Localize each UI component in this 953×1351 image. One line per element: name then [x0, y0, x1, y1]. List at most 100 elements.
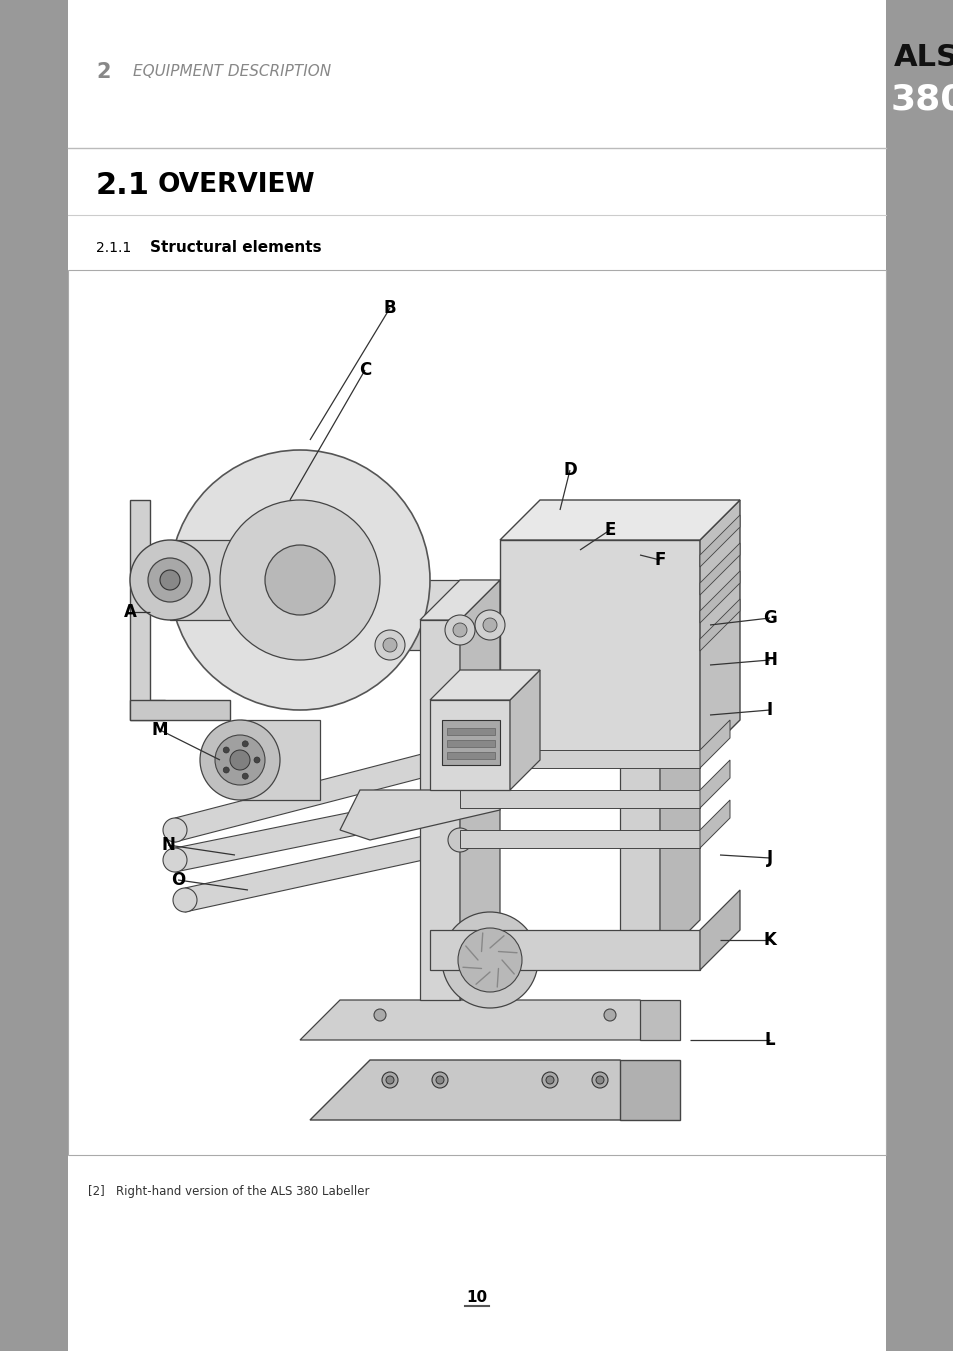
- Text: Structural elements: Structural elements: [150, 240, 321, 255]
- Circle shape: [453, 623, 467, 638]
- Polygon shape: [700, 571, 740, 623]
- Polygon shape: [459, 580, 499, 1000]
- Text: D: D: [562, 461, 577, 480]
- Text: 10: 10: [466, 1290, 487, 1305]
- Circle shape: [436, 1075, 443, 1084]
- Circle shape: [214, 735, 265, 785]
- Polygon shape: [700, 515, 740, 567]
- Polygon shape: [419, 580, 499, 620]
- Polygon shape: [130, 500, 165, 720]
- Polygon shape: [700, 761, 729, 808]
- Polygon shape: [240, 720, 319, 800]
- Circle shape: [603, 1009, 616, 1021]
- Polygon shape: [700, 800, 729, 848]
- Polygon shape: [430, 929, 700, 970]
- Circle shape: [432, 1071, 448, 1088]
- Circle shape: [170, 450, 430, 711]
- Text: J: J: [766, 848, 772, 867]
- Text: G: G: [762, 609, 776, 627]
- Circle shape: [596, 1075, 603, 1084]
- Bar: [885, 0, 953, 1351]
- Polygon shape: [240, 620, 499, 650]
- Polygon shape: [240, 580, 499, 620]
- Polygon shape: [700, 500, 740, 761]
- Circle shape: [386, 1075, 394, 1084]
- Text: C: C: [358, 361, 371, 380]
- Polygon shape: [430, 700, 510, 790]
- Polygon shape: [700, 543, 740, 594]
- Text: F: F: [654, 551, 665, 569]
- Text: 2.1.1: 2.1.1: [96, 240, 132, 255]
- Circle shape: [200, 720, 280, 800]
- Circle shape: [230, 750, 250, 770]
- Text: I: I: [766, 701, 772, 719]
- Text: A: A: [124, 603, 136, 621]
- Polygon shape: [430, 670, 539, 700]
- Circle shape: [265, 544, 335, 615]
- Polygon shape: [459, 790, 700, 808]
- Circle shape: [160, 570, 180, 590]
- Polygon shape: [619, 620, 659, 961]
- Polygon shape: [174, 748, 444, 842]
- Circle shape: [375, 630, 405, 661]
- Polygon shape: [639, 1000, 679, 1040]
- Polygon shape: [700, 598, 740, 651]
- Text: E: E: [603, 521, 615, 539]
- Circle shape: [381, 1071, 397, 1088]
- Circle shape: [148, 558, 192, 603]
- Polygon shape: [310, 1061, 679, 1120]
- Circle shape: [220, 500, 379, 661]
- Circle shape: [172, 888, 196, 912]
- Bar: [885, 0, 953, 149]
- Circle shape: [592, 1071, 607, 1088]
- Text: L: L: [764, 1031, 775, 1048]
- Circle shape: [433, 748, 456, 771]
- Polygon shape: [299, 1000, 679, 1040]
- Text: 380: 380: [890, 82, 953, 118]
- Circle shape: [163, 817, 187, 842]
- Text: O: O: [171, 871, 185, 889]
- Polygon shape: [339, 790, 499, 840]
- Circle shape: [163, 848, 187, 871]
- Bar: [68, 270, 885, 1155]
- Circle shape: [457, 928, 521, 992]
- Circle shape: [374, 1009, 386, 1021]
- Text: K: K: [762, 931, 776, 948]
- Circle shape: [253, 757, 260, 763]
- Text: H: H: [762, 651, 776, 669]
- Circle shape: [242, 740, 248, 747]
- Bar: [447, 740, 495, 747]
- Polygon shape: [700, 720, 729, 767]
- Circle shape: [444, 615, 475, 644]
- Polygon shape: [619, 1061, 679, 1120]
- Circle shape: [448, 828, 472, 852]
- Polygon shape: [459, 750, 700, 767]
- Polygon shape: [170, 540, 230, 620]
- Bar: [0, 0, 68, 149]
- Bar: [447, 753, 495, 759]
- Polygon shape: [510, 670, 539, 790]
- Text: ALS: ALS: [893, 43, 953, 73]
- Text: 2: 2: [96, 62, 111, 82]
- Circle shape: [242, 773, 248, 780]
- Text: B: B: [383, 299, 395, 317]
- Bar: [0, 0, 68, 1351]
- Polygon shape: [459, 830, 700, 848]
- Text: N: N: [161, 836, 174, 854]
- Polygon shape: [174, 788, 470, 871]
- Bar: [447, 728, 495, 735]
- Polygon shape: [659, 580, 700, 961]
- Polygon shape: [499, 500, 740, 540]
- Polygon shape: [419, 620, 459, 1000]
- Text: 2.1: 2.1: [96, 170, 150, 200]
- Polygon shape: [185, 828, 459, 912]
- Circle shape: [223, 767, 229, 773]
- Polygon shape: [700, 890, 740, 970]
- Text: M: M: [152, 721, 168, 739]
- Polygon shape: [130, 700, 230, 720]
- Polygon shape: [499, 540, 700, 761]
- Circle shape: [130, 540, 210, 620]
- Bar: [441, 720, 499, 765]
- Circle shape: [223, 747, 229, 753]
- Circle shape: [475, 611, 504, 640]
